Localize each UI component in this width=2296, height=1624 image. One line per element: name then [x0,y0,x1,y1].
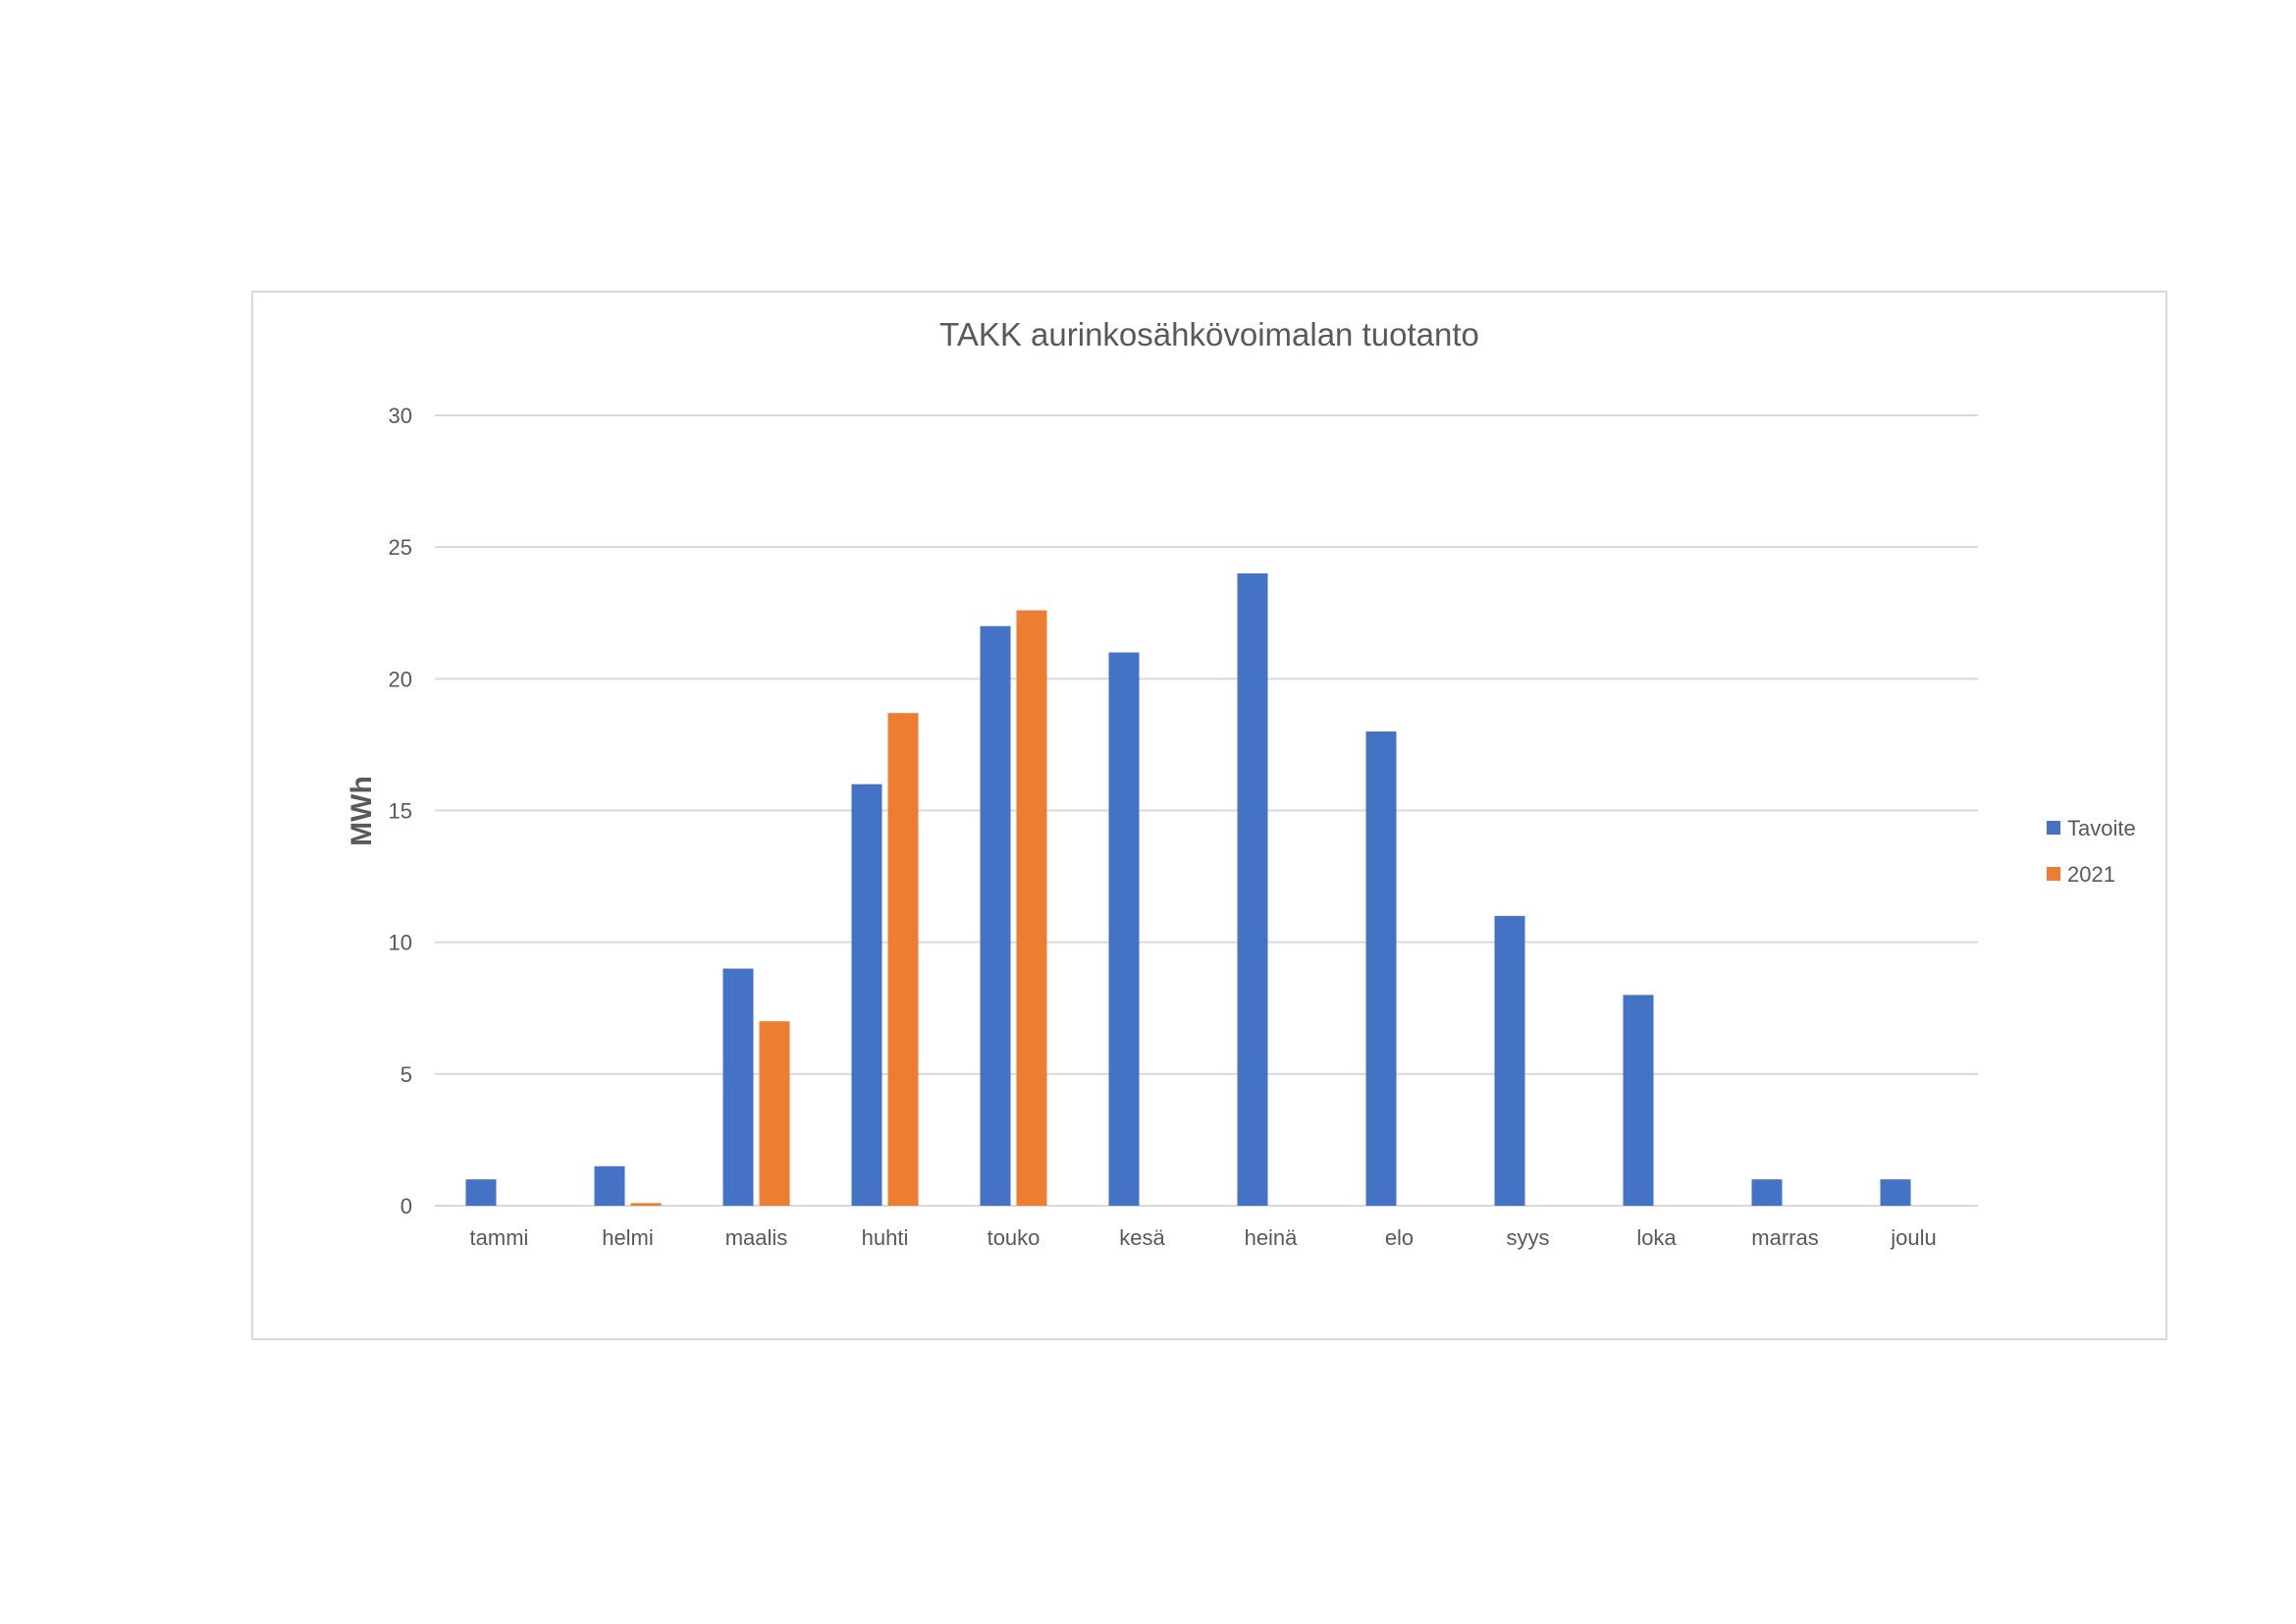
chart-title: TAKK aurinkosähkövoimalan tuotanto [939,316,1479,352]
x-tick-label: loka [1636,1225,1677,1250]
x-tick-label: syys [1507,1225,1550,1250]
x-tick-label: tammi [470,1225,529,1250]
y-tick-label: 30 [389,404,412,428]
legend-swatch [2047,867,2060,881]
y-tick-label: 20 [389,667,412,691]
x-tick-label: joulu [1890,1225,1936,1250]
x-tick-label: heinä [1245,1225,1299,1250]
gridlines [435,414,1978,1207]
x-tick-label: huhti [862,1225,909,1250]
bar-tavoite-9 [1623,995,1654,1206]
x-axis-ticks: tammi helmi maalis huhti touko kesä heinä elo sy… [470,1225,1937,1250]
bar-tavoite-4 [980,625,1011,1206]
y-axis-ticks: 0 5 10 15 20 25 30 [389,404,412,1218]
bar-tavoite-2 [722,968,754,1206]
bar-series-2-4 [1016,610,1047,1206]
bar-tavoite-5 [1108,652,1140,1206]
bars [465,573,1911,1206]
bar-tavoite-6 [1237,573,1268,1206]
y-tick-label: 15 [389,799,412,824]
x-tick-label: touko [988,1225,1041,1250]
bar-tavoite-1 [594,1165,625,1206]
bar-tavoite-7 [1365,731,1397,1206]
x-tick-label: kesä [1119,1225,1165,1250]
legend: Tavoite 2021 [2047,816,2136,887]
bar-series-2-3 [887,713,919,1206]
bar-tavoite-0 [465,1179,497,1206]
chart-frame [251,291,2167,1340]
y-tick-label: 5 [400,1062,412,1087]
legend-label: 2021 [2067,862,2115,887]
y-tick-label: 0 [400,1194,412,1218]
x-tick-label: marras [1751,1225,1818,1250]
bar-tavoite-11 [1880,1179,1911,1206]
legend-label: Tavoite [2067,816,2136,840]
y-axis-label: MWh [346,776,378,846]
y-tick-label: 10 [389,931,412,955]
x-tick-label: elo [1385,1225,1414,1250]
x-tick-label: maalis [725,1225,788,1250]
legend-swatch [2047,821,2060,835]
x-tick-label: helmi [602,1225,654,1250]
bar-tavoite-8 [1494,915,1525,1206]
bar-tavoite-10 [1751,1179,1783,1206]
bar-tavoite-3 [851,784,882,1206]
bar-series-2-2 [759,1021,790,1206]
bar-series-2-1 [630,1203,662,1206]
y-tick-label: 25 [389,535,412,560]
